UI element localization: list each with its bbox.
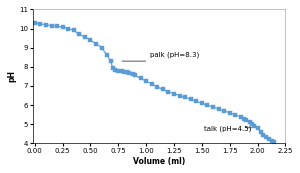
- Text: palk (pH=8.3): palk (pH=8.3): [149, 52, 199, 58]
- X-axis label: Volume (ml): Volume (ml): [133, 157, 185, 166]
- Y-axis label: pH: pH: [7, 70, 16, 82]
- Text: talk (pH=4.5): talk (pH=4.5): [204, 125, 251, 131]
